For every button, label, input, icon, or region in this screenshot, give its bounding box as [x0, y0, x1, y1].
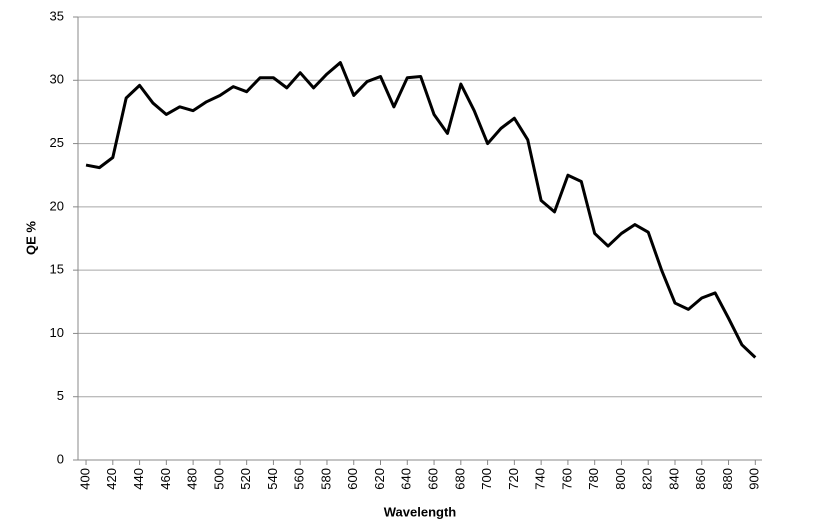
x-tick-label: 860 — [693, 468, 708, 490]
x-tick-label: 720 — [506, 468, 521, 490]
y-tick-label: 5 — [57, 388, 64, 403]
y-axis-label: QE % — [23, 221, 38, 255]
x-tick-label: 660 — [425, 468, 440, 490]
x-tick-label: 460 — [158, 468, 173, 490]
x-tick-label: 560 — [292, 468, 307, 490]
data-line — [85, 61, 757, 359]
x-tick-label: 820 — [640, 468, 655, 490]
x-tick-label: 600 — [345, 468, 360, 490]
x-axis-label: Wavelength — [384, 504, 457, 519]
x-tick-label: 580 — [318, 468, 333, 490]
y-tick-label: 15 — [50, 262, 64, 277]
x-tick-label: 520 — [238, 468, 253, 490]
x-tick-label: 640 — [399, 468, 414, 490]
x-tick-label: 880 — [720, 468, 735, 490]
y-tick-label: 0 — [57, 451, 64, 466]
x-tick-label: 680 — [452, 468, 467, 490]
y-tick-label: 35 — [50, 8, 64, 23]
x-tick-label: 740 — [533, 468, 548, 490]
y-tick-label: 25 — [50, 135, 64, 150]
x-tick-label: 780 — [586, 468, 601, 490]
x-tick-label: 500 — [211, 468, 226, 490]
y-tick-label: 20 — [50, 198, 64, 213]
x-tick-label: 900 — [747, 468, 762, 490]
x-tick-label: 540 — [265, 468, 280, 490]
y-tick-label: 30 — [50, 72, 64, 87]
y-tick-label: 10 — [50, 325, 64, 340]
x-tick-label: 760 — [559, 468, 574, 490]
x-tick-label: 700 — [479, 468, 494, 490]
x-tick-label: 840 — [666, 468, 681, 490]
x-tick-label: 800 — [613, 468, 628, 490]
x-tick-label: 480 — [185, 468, 200, 490]
x-tick-label: 620 — [372, 468, 387, 490]
x-tick-label: 400 — [77, 468, 92, 490]
x-tick-label: 420 — [104, 468, 119, 490]
x-tick-label: 440 — [131, 468, 146, 490]
